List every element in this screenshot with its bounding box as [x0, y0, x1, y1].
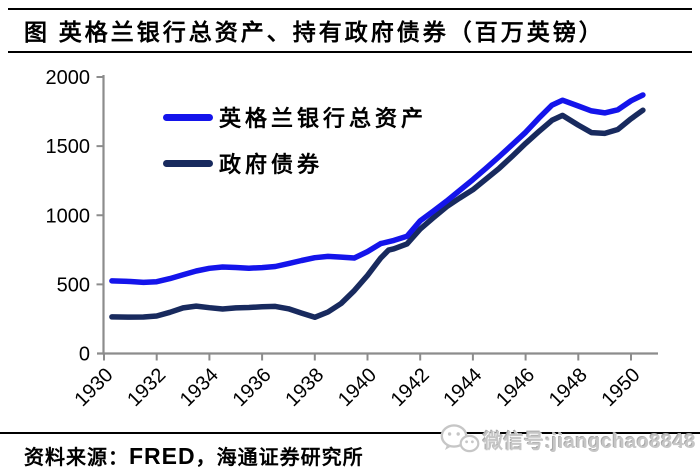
x-axis-label: 1950	[598, 364, 645, 411]
x-axis-label: 1932	[123, 364, 170, 411]
source-name: FRED	[129, 443, 196, 469]
wechat-icon	[440, 424, 480, 453]
y-axis-label: 2000	[46, 67, 91, 89]
y-axis-label: 0	[79, 344, 90, 366]
wechat-watermark: 微信号:jiangchao8848	[440, 423, 696, 455]
watermark-text: 微信号:jiangchao8848	[482, 430, 696, 453]
x-axis-label: 1940	[334, 364, 381, 411]
y-axis-label: 1500	[46, 136, 91, 158]
x-axis-label: 1942	[387, 364, 434, 411]
chart-legend: 英格兰银行总资产 政府债券	[163, 102, 427, 194]
legend-item-government-bonds: 政府债券	[163, 148, 427, 178]
x-axis-label: 1944	[439, 364, 486, 411]
footer-rule	[0, 432, 700, 434]
data-source-note: 资料来源：FRED，海通证券研究所	[24, 441, 364, 470]
x-axis-label: 1936	[229, 364, 276, 411]
total-assets-swatch	[163, 113, 213, 121]
total-assets-line	[109, 92, 646, 286]
y-axis-label: 500	[57, 274, 90, 296]
x-axis-label: 1934	[176, 364, 223, 411]
government-bonds-swatch	[163, 159, 213, 167]
x-axis-label: 1946	[492, 364, 539, 411]
x-axis-label: 1930	[71, 364, 118, 411]
government-bonds-line	[109, 107, 646, 321]
legend-label-government-bonds: 政府债券	[219, 152, 324, 177]
x-axis-label: 1938	[281, 364, 328, 411]
y-axis-label: 1000	[46, 205, 91, 227]
x-axis-label: 1948	[545, 364, 592, 411]
title-top-rule	[8, 8, 692, 10]
legend-label-total-assets: 英格兰银行总资产	[219, 106, 428, 131]
chart-title: 图 英格兰银行总资产、持有政府债券（百万英镑）	[24, 20, 605, 45]
source-suffix: ，海通证券研究所	[195, 447, 364, 469]
source-prefix: 资料来源：	[24, 447, 129, 469]
legend-item-total-assets: 英格兰银行总资产	[163, 102, 427, 132]
title-bottom-rule	[8, 51, 692, 53]
